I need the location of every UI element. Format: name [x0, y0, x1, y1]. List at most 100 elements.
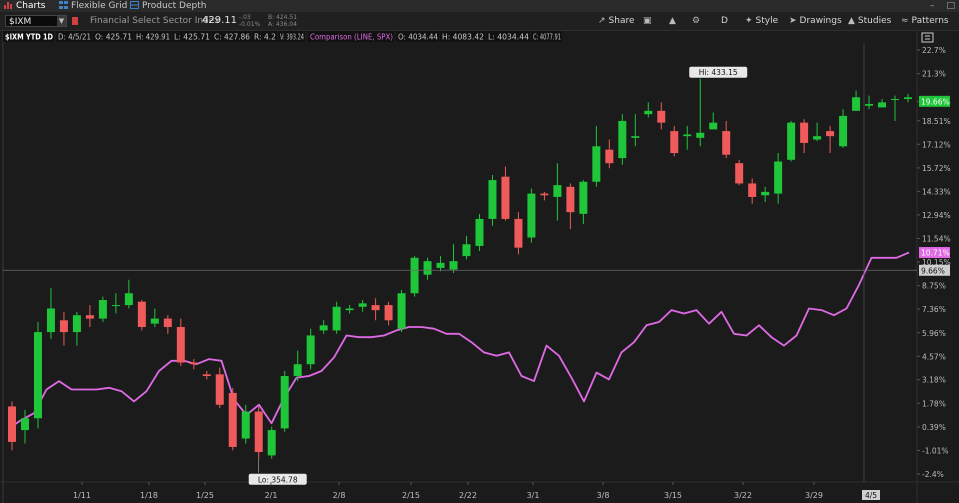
candle: [189, 359, 198, 370]
candle-body: [124, 293, 133, 306]
candle-layer: Hi: 433.15 Lo: 354.78: [8, 66, 912, 485]
price-chart[interactable]: $IXM YTD 1D D: 4/5/21 O: 425.71 H: 429.91 L:…: [0, 31, 959, 503]
collapse-button[interactable]: [921, 32, 934, 43]
candle-body: [709, 122, 718, 130]
header-range-box: [252, 31, 277, 42]
candle-body: [488, 180, 497, 219]
comparison-layer: [8, 251, 910, 430]
candle-body: [631, 136, 640, 138]
maximize-icon[interactable]: □: [946, 1, 955, 11]
candle: [722, 120, 731, 159]
high-label-text: Hi: 433.15: [699, 68, 738, 77]
candle: [618, 114, 627, 165]
aggregation-button[interactable]: D: [721, 15, 728, 27]
x-tick-label: 2/22: [459, 491, 477, 500]
candle: [46, 288, 55, 339]
chevron-down-icon[interactable]: ▼: [57, 16, 66, 26]
date-tag: 4/5: [862, 490, 880, 500]
candle-body: [163, 318, 172, 328]
alert-flag-icon[interactable]: [72, 17, 78, 25]
minimize-icon[interactable]: –: [929, 1, 935, 11]
candle: [436, 256, 445, 272]
y-tick-label: -1.01%: [922, 447, 949, 456]
snapshot-button[interactable]: ▣: [643, 15, 655, 27]
high-label: Hi: 433.15: [689, 66, 748, 78]
low-label: Lo: 354.78: [248, 473, 307, 485]
candle-body: [46, 308, 55, 333]
symbol-input[interactable]: $IXM ▼: [5, 15, 67, 27]
candle: [345, 305, 354, 314]
candle-body: [683, 134, 692, 137]
y-tick-label: -2.4%: [922, 470, 944, 479]
comparison-tag: 10.71%: [919, 247, 950, 259]
flask-button[interactable]: ▲: [669, 15, 679, 27]
drawings-button[interactable]: ➤ Drawings: [789, 15, 842, 27]
candle-body: [410, 257, 419, 294]
y-tick-label: 8.75%: [922, 282, 946, 291]
x-tick-label: 1/25: [196, 491, 214, 500]
studies-button[interactable]: ▲ Studies: [848, 15, 891, 27]
comparison-line: [8, 251, 910, 430]
header-low-box: [172, 31, 211, 42]
y-tick-label: 10.15%: [922, 258, 951, 267]
candle: [332, 301, 341, 334]
style-button[interactable]: ✦ Style: [745, 15, 778, 27]
bid-ask: B: 424.51 A: 436.04: [268, 14, 297, 28]
tab-flexible-grid[interactable]: Flexible Grid: [59, 0, 127, 12]
chart-toolbar: $IXM ▼ Financial Select Sector Index 429.…: [0, 12, 959, 31]
candle-body: [319, 325, 328, 331]
candle: [787, 120, 796, 162]
share-button[interactable]: ↗ Share: [598, 15, 635, 27]
change-percent: -0.01%: [239, 21, 261, 28]
candle: [280, 370, 289, 432]
header-high-box: [134, 31, 171, 42]
candle: [72, 311, 81, 346]
candle: [657, 102, 666, 130]
comparison-high-box: [440, 31, 485, 42]
y-tick-label: 15.72%: [922, 164, 951, 173]
patterns-button[interactable]: ≈ Patterns: [901, 15, 949, 27]
x-tick-label: 3/15: [664, 491, 682, 500]
candle: [384, 301, 393, 326]
grid-icon: [59, 0, 68, 9]
share-icon: ↗: [598, 16, 606, 26]
candle: [839, 109, 848, 148]
y-tick-label: 22.7%: [922, 46, 946, 55]
candle: [631, 114, 640, 147]
candle-body: [241, 411, 250, 439]
header-high: H: 429.91: [136, 33, 170, 42]
comparison-low: L: 4034.44: [488, 33, 529, 42]
candle-body: [436, 262, 445, 268]
comparison-high: H: 4083.42: [442, 33, 484, 42]
candle: [891, 95, 900, 121]
tab-product-depth[interactable]: Product Depth: [130, 0, 206, 12]
price-tag-box: [919, 95, 950, 107]
candle: [748, 178, 757, 204]
candle-body: [514, 218, 523, 248]
candle: [826, 126, 835, 154]
tab-bar: Charts Flexible Grid Product Depth – □: [0, 0, 959, 12]
candle: [98, 296, 107, 322]
candle: [644, 102, 653, 118]
bar-chart-icon: [4, 1, 12, 9]
settings-button[interactable]: ⚙: [692, 15, 703, 27]
candle: [306, 328, 315, 370]
candle: [358, 300, 367, 312]
candle: [904, 93, 912, 103]
y-tick-label: 4.57%: [922, 352, 946, 361]
candle: [878, 98, 887, 108]
candle-body: [267, 430, 276, 456]
candle: [267, 426, 276, 459]
x-tick-label: 3/1: [527, 491, 540, 500]
gear-icon: ⚙: [692, 16, 701, 26]
candle-body: [462, 244, 471, 257]
candle: [527, 188, 536, 243]
candle-body: [176, 327, 185, 363]
candle: [800, 119, 809, 154]
candle: [215, 367, 224, 409]
candle: [514, 212, 523, 255]
tab-charts[interactable]: Charts: [4, 0, 45, 12]
header-close: C: 427.86: [214, 33, 250, 42]
header-open-box: [93, 31, 133, 42]
window-controls: – □: [918, 0, 955, 12]
